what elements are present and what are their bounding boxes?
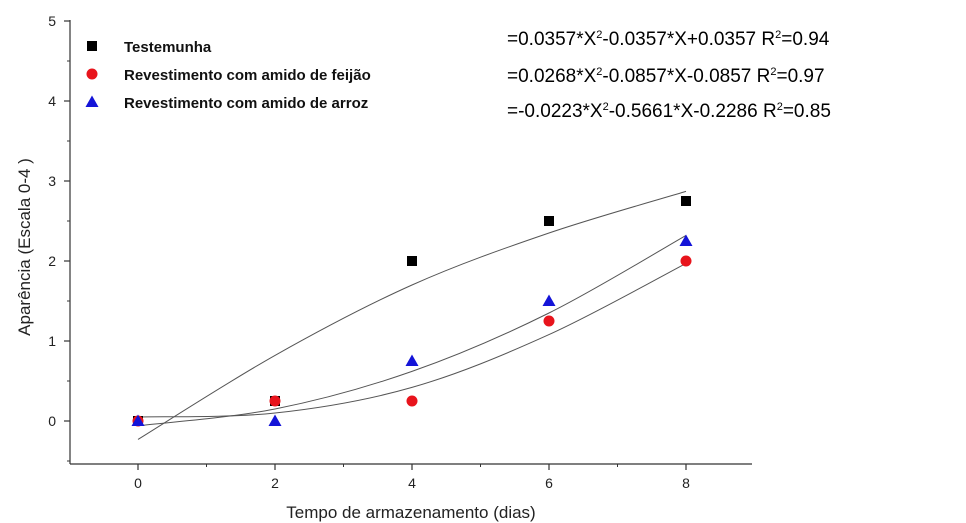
y-tick-label: 4 — [48, 93, 56, 109]
y-tick-label: 2 — [48, 253, 56, 269]
point-series3 — [405, 354, 419, 366]
equation-part: =0.97 — [776, 66, 825, 87]
fit-curves — [137, 190, 687, 440]
superscript: 2 — [776, 101, 783, 113]
fit-curve-1 — [137, 190, 687, 440]
equation-part: -0.5661*X-0.2286 R — [608, 101, 777, 122]
fit-equation: =-0.0223*X2-0.5661*X-0.2286 R2=0.85 — [507, 96, 831, 123]
y-tick-label: 5 — [48, 13, 56, 29]
legend-label: Testemunha — [124, 39, 212, 56]
point-series3 — [679, 234, 693, 246]
legend-label: Revestimento com amido de arroz — [124, 95, 368, 112]
fit-curve-3 — [137, 262, 687, 418]
point-series2 — [269, 395, 281, 407]
data-points — [131, 196, 693, 427]
x-axis-title: Tempo de armazenamento (dias) — [286, 503, 535, 522]
superscript: 2 — [596, 66, 603, 78]
x-tick-label: 8 — [682, 475, 690, 491]
x-tick-label: 4 — [408, 475, 416, 491]
legend-marker-circle — [86, 68, 98, 80]
equation-part: =0.94 — [781, 29, 830, 50]
x-tick-label: 0 — [134, 475, 142, 491]
point-series1 — [681, 196, 691, 206]
point-series1 — [544, 216, 554, 226]
equation-part: -0.0857*X-0.0857 R — [602, 66, 771, 87]
fit-equation: =0.0357*X2-0.0357*X+0.0357 R2=0.94 — [507, 24, 829, 51]
equation-part: =0.0357*X — [507, 29, 597, 50]
point-series3 — [268, 414, 282, 426]
legend: Testemunha Revestimento com amido de feij… — [85, 39, 371, 112]
legend-label: Revestimento com amido de feijão — [124, 67, 371, 84]
superscript: 2 — [596, 29, 603, 41]
legend-marker-triangle — [85, 95, 99, 107]
ticks: 0 2 4 6 8 0 1 2 3 4 5 — [48, 13, 690, 491]
axes — [69, 20, 752, 465]
point-series1 — [407, 256, 417, 266]
x-tick-label: 2 — [271, 475, 279, 491]
equation-part: =-0.0223*X — [507, 101, 603, 122]
point-series3 — [542, 294, 556, 306]
x-tick-label: 6 — [545, 475, 553, 491]
equation-part: =0.85 — [782, 101, 831, 122]
point-series2 — [543, 315, 555, 327]
y-tick-label: 0 — [48, 413, 56, 429]
point-series3 — [131, 414, 145, 426]
superscript: 2 — [775, 29, 782, 41]
y-tick-label: 1 — [48, 333, 56, 349]
fit-equation: =0.0268*X2-0.0857*X-0.0857 R2=0.97 — [507, 61, 825, 88]
equation-part: =0.0268*X — [507, 66, 597, 87]
superscript: 2 — [602, 101, 609, 113]
y-axis-title: Aparência (Escala 0-4 ) — [15, 158, 34, 336]
y-tick-label: 3 — [48, 173, 56, 189]
superscript: 2 — [770, 66, 777, 78]
point-series2 — [680, 255, 692, 267]
legend-marker-square — [87, 41, 97, 51]
point-series2 — [406, 395, 418, 407]
equation-part: -0.0357*X+0.0357 R — [602, 29, 776, 50]
